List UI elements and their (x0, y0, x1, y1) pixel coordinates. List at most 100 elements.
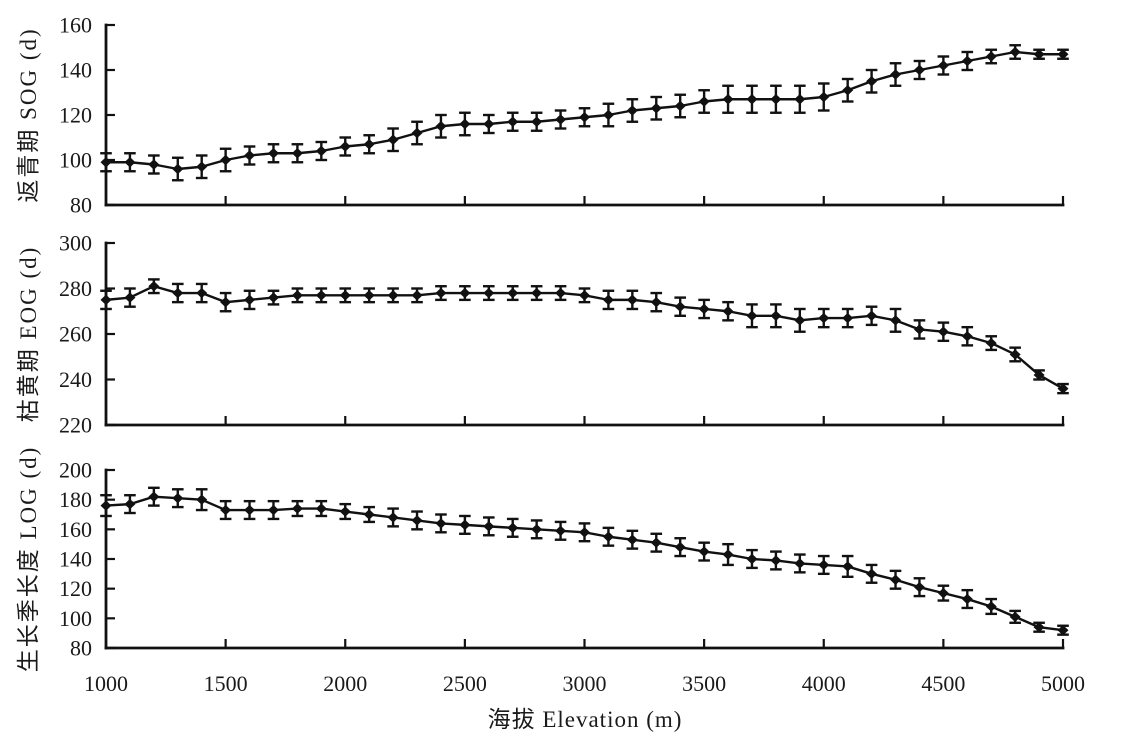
data-point (842, 312, 854, 324)
data-point (363, 139, 375, 150)
data-point (579, 527, 590, 538)
data-point (459, 519, 471, 531)
data-point (555, 114, 567, 125)
data-point (698, 96, 710, 107)
y-tick-labels: 80 100 120 140 160 180 200 (59, 458, 92, 661)
data-point (1009, 46, 1021, 58)
y-tick-labels: 220 240 260 280 300 (59, 231, 92, 438)
y-tick-label: 120 (59, 576, 92, 601)
data-point (244, 504, 256, 516)
data-point (411, 127, 423, 139)
x-tick-label: 2500 (443, 671, 487, 696)
data-point (890, 574, 902, 585)
y-tick-label: 160 (59, 517, 92, 542)
data-point (124, 292, 136, 303)
data-point (339, 141, 351, 152)
eog-y-axis-label: 枯黄期 EOG (d) (16, 245, 41, 423)
data-point (291, 503, 303, 514)
data-point (124, 157, 136, 168)
data-point (866, 310, 878, 321)
data-point (148, 159, 160, 170)
data-point (100, 157, 112, 168)
y-tick-label: 140 (59, 547, 92, 572)
data-point (555, 287, 567, 299)
data-point (674, 301, 686, 312)
data-point (387, 290, 399, 301)
y-tick-label: 120 (59, 103, 92, 128)
error-bars (100, 486, 1069, 636)
data-point (842, 85, 854, 96)
y-tick-label: 280 (59, 276, 92, 301)
sog-y-axis-label: 返青期 SOG (d) (16, 27, 41, 203)
data-point (794, 315, 806, 326)
data-point (483, 287, 495, 299)
data-point (626, 534, 638, 545)
data-point (722, 94, 734, 105)
data-point (555, 525, 567, 537)
axes (104, 468, 1065, 650)
x-axis-label: 海拔 Elevation (m) (487, 707, 683, 732)
data-point (196, 161, 208, 172)
data-point (435, 121, 447, 132)
data-point (100, 500, 112, 511)
data-point (890, 315, 902, 326)
data-point (937, 60, 949, 71)
data-point (363, 290, 375, 301)
data-point (698, 546, 710, 557)
x-tick-label: 1000 (84, 671, 128, 696)
data-point (650, 103, 662, 114)
y-tick-label: 240 (59, 367, 92, 392)
data-point (172, 287, 184, 299)
data-point (746, 553, 758, 565)
panel-LOG: 80 100 120 140 160 180 200 1000 1500 2000 2500 3000… (59, 458, 1085, 697)
data-point (913, 324, 925, 335)
data-point (267, 292, 279, 303)
y-tick-label: 80 (70, 636, 92, 661)
y-tick-label: 220 (59, 413, 92, 438)
x-tick-label: 4500 (921, 671, 965, 696)
data-point (698, 303, 710, 315)
x-tick-label: 5000 (1041, 671, 1085, 696)
data-point (315, 503, 327, 514)
data-point (339, 506, 351, 517)
y-tick-label: 160 (59, 13, 92, 38)
data-point (1057, 625, 1069, 636)
data-point (818, 559, 830, 571)
data-point (961, 331, 973, 342)
y-tick-label: 100 (59, 148, 92, 173)
y-tick-label: 260 (59, 322, 92, 347)
data-point (244, 294, 256, 306)
data-point (1033, 49, 1045, 60)
data-point (770, 555, 782, 566)
panel-EOG: 220 240 260 280 300 (59, 231, 1069, 438)
data-point (315, 290, 327, 301)
data-point (961, 593, 973, 605)
data-point (483, 118, 495, 130)
data-point (387, 134, 399, 145)
x-tick-label: 1500 (204, 671, 248, 696)
data-point (842, 561, 854, 572)
data-point (1033, 369, 1045, 381)
data-point (746, 94, 758, 105)
tick-marks (106, 241, 1065, 427)
data-point (650, 296, 662, 308)
data-point (770, 310, 782, 321)
data-point (650, 537, 662, 548)
data-point (794, 94, 806, 105)
data-point (459, 287, 471, 299)
data-point (579, 290, 590, 301)
data-point (866, 568, 878, 580)
data-point (124, 498, 136, 510)
data-point (1057, 383, 1069, 394)
data-point (866, 76, 878, 87)
x-tick-label: 2000 (323, 671, 367, 696)
data-point (770, 94, 782, 105)
data-point (148, 281, 160, 292)
data-point (148, 491, 160, 502)
x-tick-labels: 1000 1500 2000 2500 3000 3500 4000 4500 5000 (84, 671, 1085, 696)
data-point (818, 91, 830, 103)
data-point (291, 290, 303, 301)
data-point (267, 504, 279, 516)
data-point (315, 145, 327, 157)
